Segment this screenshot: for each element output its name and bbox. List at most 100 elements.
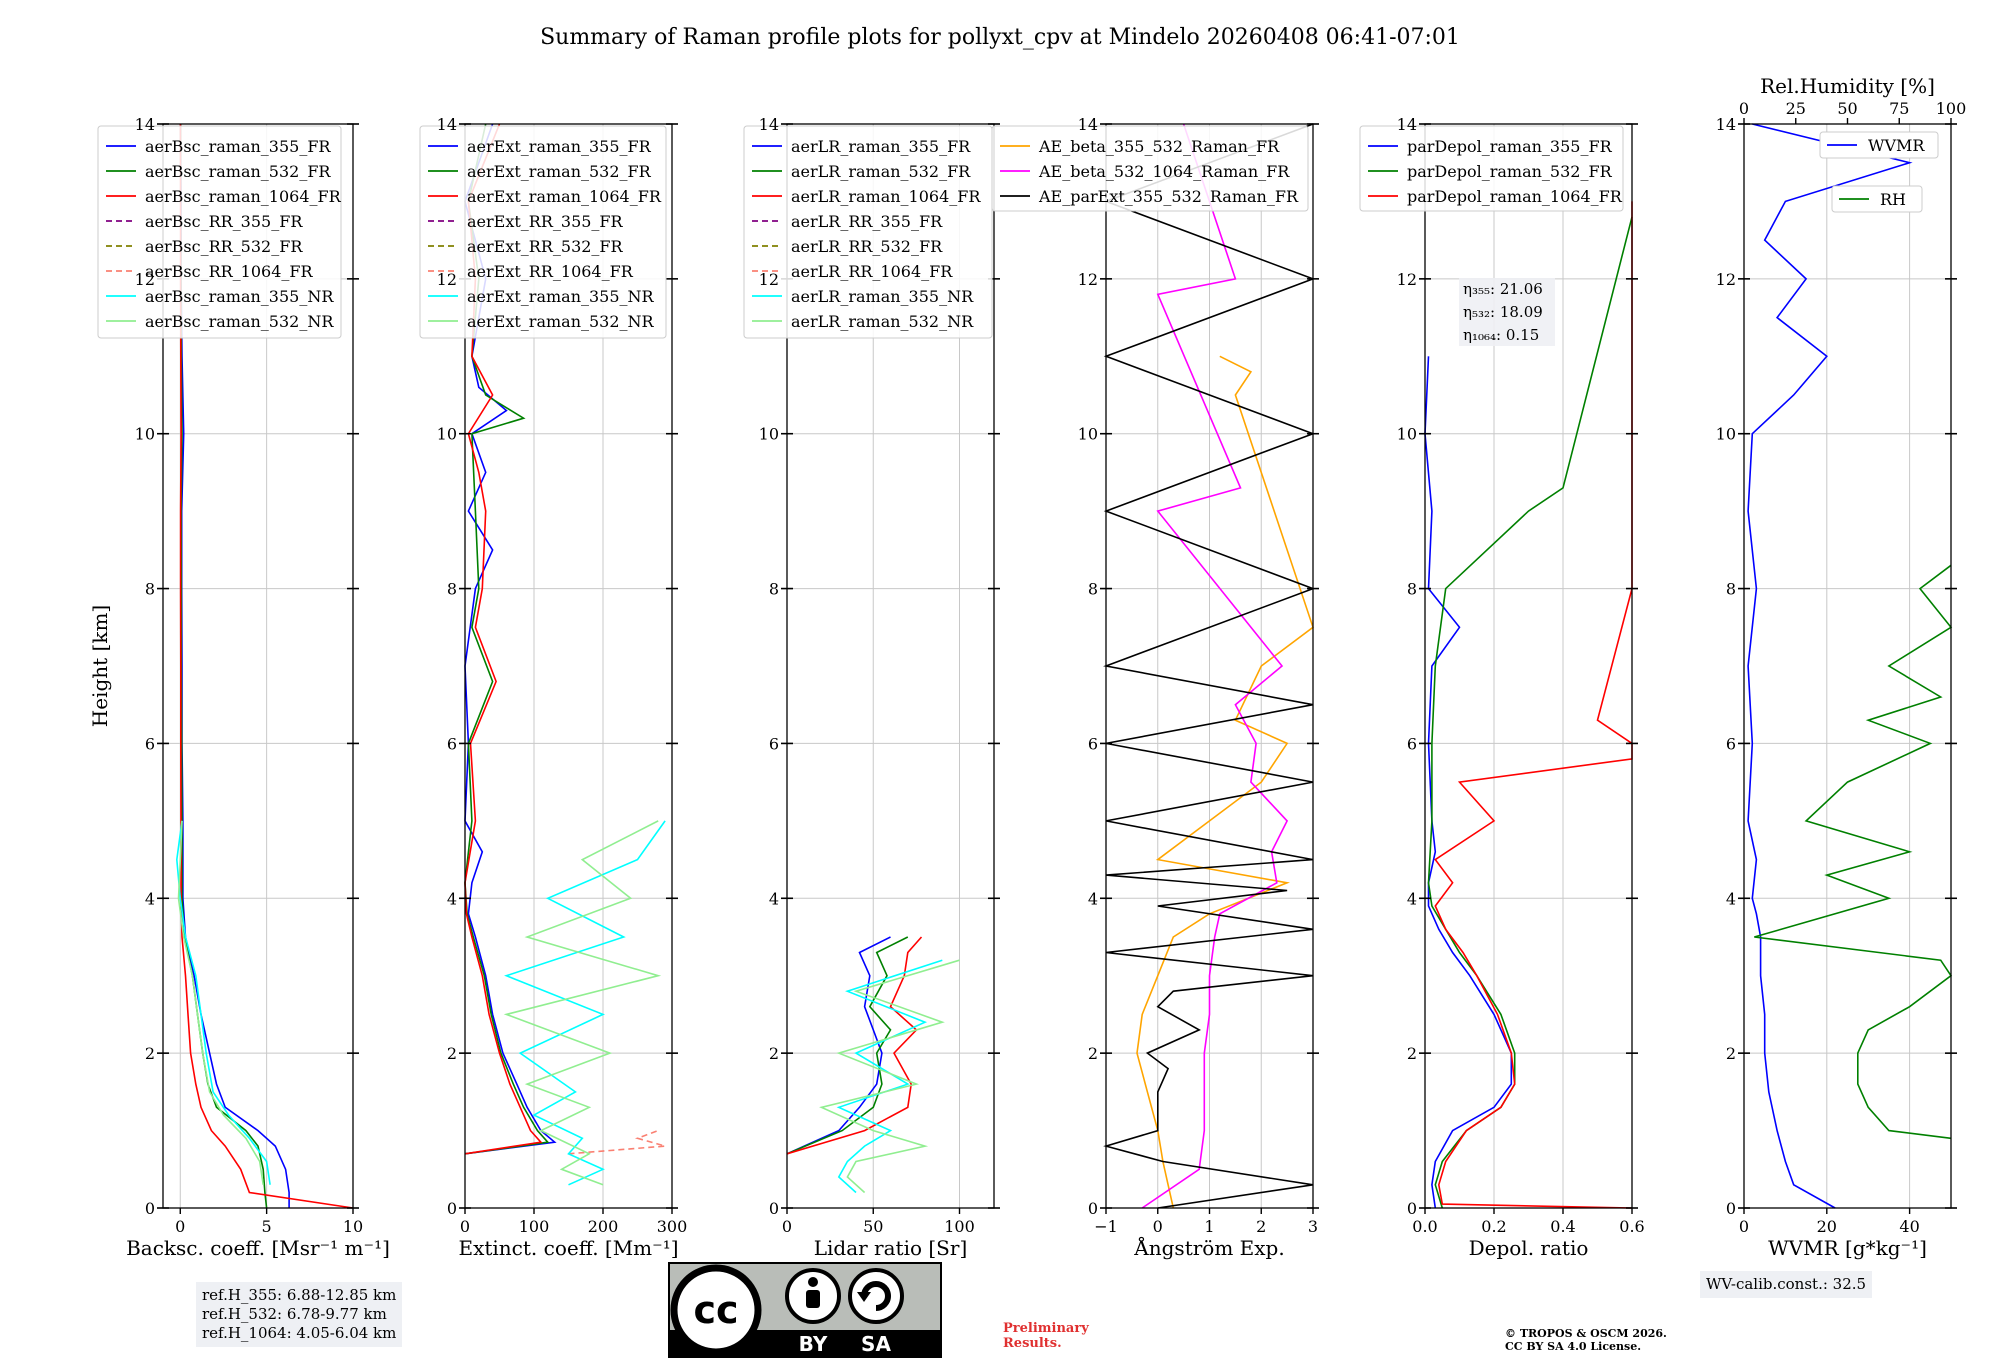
legend-entry: AE_parExt_355_532_Raman_FR	[1038, 187, 1299, 206]
series-line-AE_beta_355_532_Raman_FR	[1136, 355, 1314, 1209]
wv-calib-constant: WV-calib.const.: 32.5	[1706, 1275, 1867, 1293]
y-tick-label: 12	[1397, 270, 1417, 289]
y-tick-label: 14	[759, 115, 779, 134]
legend	[419, 125, 667, 339]
legend-entry: AE_beta_532_1064_Raman_FR	[1038, 162, 1290, 181]
legend-entry: aerBsc_raman_1064_FR	[145, 187, 342, 206]
legend-entry: parDepol_raman_1064_FR	[1407, 187, 1623, 206]
x-tick-label: 2	[1256, 1217, 1266, 1236]
y-tick-label: 4	[1088, 889, 1098, 908]
x-tick-label: 200	[588, 1217, 619, 1236]
y-tick-label: 2	[1726, 1044, 1736, 1063]
y-tick-label: 10	[1078, 425, 1098, 444]
y-tick-label: 2	[447, 1044, 457, 1063]
series-line-AE_parExt_355_532_Raman_FR	[1103, 123, 1316, 1209]
legend	[1359, 125, 1624, 212]
wvmr-legend	[1819, 131, 1939, 159]
legend-entry: parDepol_raman_532_FR	[1407, 162, 1613, 181]
y-tick-label: 0	[145, 1199, 155, 1218]
legend-box	[743, 125, 993, 339]
legend-box	[97, 125, 342, 339]
person-icon-head	[808, 1277, 818, 1287]
y-tick-label: 4	[1726, 889, 1736, 908]
legend-entry: aerExt_raman_1064_FR	[467, 187, 662, 206]
legend-entry: aerLR_RR_1064_FR	[791, 262, 953, 281]
legend-entry: parDepol_raman_355_FR	[1407, 137, 1613, 156]
legend-entry: aerLR_raman_1064_FR	[791, 187, 981, 206]
y-tick-label: 10	[759, 425, 779, 444]
x-tick-label: 0	[460, 1217, 470, 1236]
legend	[743, 125, 993, 339]
eta-annotation-box	[1459, 278, 1555, 346]
legend-entry: aerBsc_RR_355_FR	[145, 212, 303, 231]
x-axis-label: Depol. ratio	[1469, 1236, 1589, 1260]
series-line-aerExt_raman_1064_FR	[464, 123, 543, 1155]
x-axis-label: Lidar ratio [Sr]	[814, 1236, 968, 1260]
top-x-tick-label: 50	[1837, 99, 1857, 118]
legend-entry: aerBsc_raman_532_NR	[145, 312, 334, 331]
y-tick-label: 8	[145, 580, 155, 599]
y-tick-label: 8	[1088, 580, 1098, 599]
x-tick-label: 1	[1204, 1217, 1214, 1236]
series-line-RH	[1754, 564, 1953, 1140]
top-x-tick-label: 100	[1936, 99, 1967, 118]
y-tick-label: 8	[447, 580, 457, 599]
cc-logo-text: cc	[693, 1288, 738, 1332]
series-line-aerExt_raman_532_NR	[503, 820, 662, 1186]
legend-entry: aerLR_raman_355_FR	[791, 137, 971, 156]
y-tick-label: 8	[1407, 580, 1417, 599]
y-tick-label: 6	[145, 734, 155, 753]
legend-entry: aerExt_RR_1064_FR	[467, 262, 634, 281]
y-tick-label: 12	[1716, 270, 1736, 289]
x-tick-label: 10	[343, 1217, 363, 1236]
series-line-aerBsc_raman_355_NR	[175, 820, 271, 1185]
panel-backscatter	[97, 123, 359, 1214]
y-tick-label: 2	[145, 1044, 155, 1063]
y-tick-label: 8	[769, 580, 779, 599]
legend-box	[1359, 125, 1624, 212]
legend-entry: aerLR_raman_532_NR	[791, 312, 974, 331]
ref-height-355: ref.H_355: 6.88-12.85 km	[202, 1286, 397, 1304]
legend-entry: aerExt_RR_355_FR	[467, 212, 624, 231]
y-tick-label: 0	[769, 1199, 779, 1218]
series-line-AE_beta_532_1064_Raman_FR	[1141, 123, 1289, 1209]
x-tick-label: 300	[657, 1217, 688, 1236]
figure-title: Summary of Raman profile plots for polly…	[540, 25, 1460, 50]
y-tick-label: 2	[769, 1044, 779, 1063]
x-tick-label: 40	[1899, 1217, 1919, 1236]
y-tick-label: 10	[1716, 425, 1736, 444]
ref-height-532: ref.H_532: 6.78-9.77 km	[202, 1305, 387, 1323]
legend-box	[419, 125, 667, 339]
y-tick-label: 6	[769, 734, 779, 753]
legend-entry: aerBsc_raman_532_FR	[145, 162, 331, 181]
x-tick-label: 0.0	[1412, 1217, 1437, 1236]
eta-1064-label: η₁₀₆₄: 0.15	[1463, 326, 1539, 344]
series-line-aerLR_raman_1064_FR	[786, 936, 923, 1155]
y-tick-label: 4	[145, 889, 155, 908]
series-line-aerExt_raman_532_FR	[464, 123, 550, 1155]
plot-frame	[464, 123, 673, 1209]
top-x-axis-label: Rel.Humidity [%]	[1760, 74, 1935, 98]
series-line-parDepol_raman_355_FR	[1424, 356, 1513, 1209]
y-tick-label: 10	[437, 425, 457, 444]
plot-frame	[1424, 123, 1633, 1209]
share-alike-arrow	[861, 1281, 891, 1311]
legend-entry: aerBsc_raman_355_FR	[145, 137, 331, 156]
legend-entry: aerLR_raman_355_NR	[791, 287, 974, 306]
x-tick-label: 0	[1153, 1217, 1163, 1236]
legend-entry: aerLR_RR_532_FR	[791, 237, 943, 256]
plot-frame	[1743, 123, 1952, 1209]
top-x-tick-label: 75	[1889, 99, 1909, 118]
y-tick-label: 14	[437, 115, 457, 134]
x-tick-label: 100	[519, 1217, 550, 1236]
y-tick-label: 0	[1726, 1199, 1736, 1218]
y-tick-label: 0	[1088, 1199, 1098, 1218]
copyright-line-2: CC BY SA 4.0 License.	[1505, 1340, 1642, 1353]
legend-entry: aerExt_raman_355_FR	[467, 137, 652, 156]
y-tick-label: 10	[1397, 425, 1417, 444]
panel-lidar_ratio	[743, 123, 1000, 1214]
x-tick-label: 0	[175, 1217, 185, 1236]
legend-entry: aerBsc_RR_1064_FR	[145, 262, 314, 281]
x-axis-label: Backsc. coeff. [Msr⁻¹ m⁻¹]	[126, 1236, 390, 1260]
